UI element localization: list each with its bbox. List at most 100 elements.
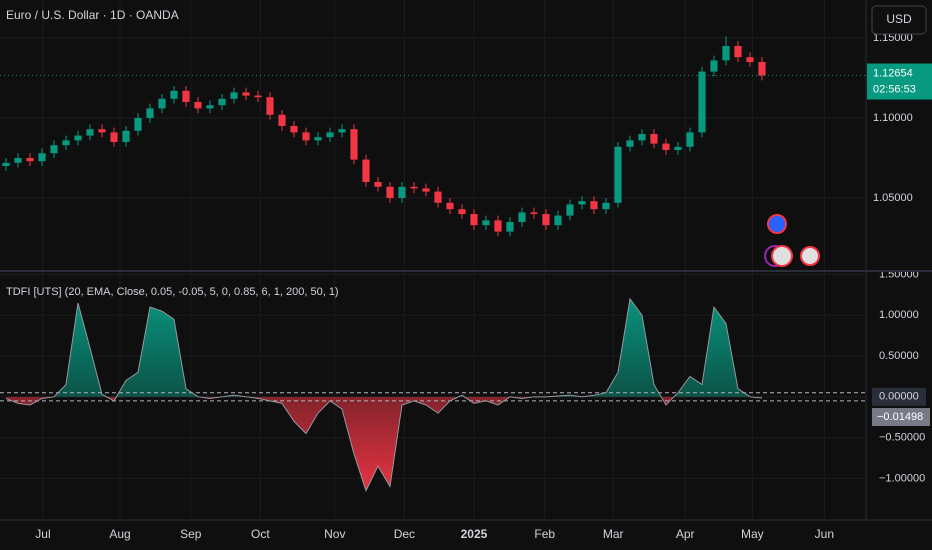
y-tick-label: 0.50000 — [879, 350, 919, 362]
y-tick-label: −0.50000 — [879, 432, 925, 444]
candle-body — [518, 212, 526, 222]
candle-body — [650, 134, 658, 144]
last-value-label: −0.01498 — [877, 411, 923, 423]
candle-body — [410, 186, 418, 189]
candle-body — [98, 129, 106, 133]
x-tick-label: Dec — [394, 527, 415, 541]
x-tick-label: May — [741, 527, 764, 541]
candle-body — [338, 129, 346, 133]
candle-body — [182, 90, 190, 102]
x-tick-label: Jul — [35, 527, 50, 541]
candle-body — [566, 204, 574, 216]
candle-body — [578, 201, 586, 205]
candle-body — [302, 132, 310, 141]
candle-body — [422, 188, 430, 192]
candle-body — [602, 202, 610, 210]
y-tick-label: 0.00000 — [879, 391, 919, 403]
candle-body — [386, 186, 394, 198]
candle-body — [686, 132, 694, 147]
x-tick-label: Sep — [180, 527, 202, 541]
y-tick-label: 1.15000 — [873, 32, 913, 44]
candle-body — [350, 129, 358, 160]
candle-body — [74, 135, 82, 141]
candle-body — [530, 212, 538, 214]
candle-body — [290, 126, 298, 133]
candle-body — [62, 140, 70, 146]
candle-body — [194, 102, 202, 109]
candle-body — [86, 129, 94, 136]
y-tick-label: 1.05000 — [873, 192, 913, 204]
candle-body — [134, 118, 142, 131]
y-tick-label: 1.00000 — [879, 309, 919, 321]
candle-body — [26, 158, 34, 162]
symbol-title: Euro / U.S. Dollar · 1D · OANDA — [6, 8, 179, 22]
x-tick-label: Oct — [251, 527, 270, 541]
candle-body — [50, 145, 58, 154]
candle-body — [554, 215, 562, 226]
indicator-title: TDFI [UTS] (20, EMA, Close, 0.05, -0.05,… — [6, 286, 339, 298]
candle-body — [278, 114, 286, 126]
candle-body — [722, 46, 730, 61]
x-tick-label: Nov — [324, 527, 345, 541]
candle-body — [698, 71, 706, 133]
candle-body — [710, 60, 718, 72]
candle-body — [734, 46, 742, 58]
currency-button[interactable] — [871, 5, 927, 35]
x-tick-label: Jun — [815, 527, 834, 541]
zero-label-box — [872, 387, 926, 406]
currency-label[interactable]: USD — [886, 12, 912, 26]
area-positive — [53, 298, 750, 397]
candle-body — [590, 201, 598, 210]
y-tick-label: 1.10000 — [873, 112, 913, 124]
candle-body — [254, 95, 262, 98]
x-tick-label: Feb — [534, 527, 555, 541]
candle-body — [434, 191, 442, 203]
candle-body — [38, 153, 46, 162]
candle-body — [446, 202, 454, 210]
candle-body — [506, 222, 514, 232]
last-value-box — [872, 408, 930, 427]
candle-body — [674, 146, 682, 150]
candle-body — [206, 105, 214, 109]
countdown-label: 02:56:53 — [873, 83, 916, 95]
candle-body — [314, 137, 322, 141]
x-tick-label: Mar — [603, 527, 624, 541]
candle-body — [110, 132, 118, 142]
last-price-box — [867, 63, 932, 100]
candle-body — [266, 97, 274, 115]
candle-body — [362, 159, 370, 182]
last-price-label: 1.12654 — [873, 67, 913, 79]
candle-body — [158, 98, 166, 109]
candle-body — [14, 158, 22, 163]
candle-body — [542, 214, 550, 226]
candle-body — [326, 132, 334, 138]
candle-body — [746, 57, 754, 62]
candle-body — [170, 90, 178, 99]
candle-body — [482, 220, 490, 226]
candle-body — [218, 98, 226, 106]
candle-body — [146, 108, 154, 118]
candle-body — [458, 209, 466, 214]
x-tick-label: Apr — [676, 527, 695, 541]
candle-body — [626, 140, 634, 147]
candle-body — [398, 186, 406, 198]
indicator-line — [5, 297, 763, 492]
candle-body — [638, 134, 646, 141]
candle-body — [494, 220, 502, 232]
candle-body — [614, 146, 622, 203]
x-tick-label: 2025 — [461, 527, 488, 541]
area-negative — [5, 396, 762, 491]
candle-body — [662, 143, 670, 150]
event-icons — [764, 214, 820, 267]
y-tick-label: −1.00000 — [879, 472, 925, 484]
candle-body — [470, 214, 478, 226]
candle-body — [230, 92, 238, 99]
candle-body — [122, 130, 130, 142]
candle-body — [758, 62, 766, 76]
candle-body — [242, 92, 250, 96]
candle-body — [374, 182, 382, 187]
candle-body — [2, 162, 10, 166]
